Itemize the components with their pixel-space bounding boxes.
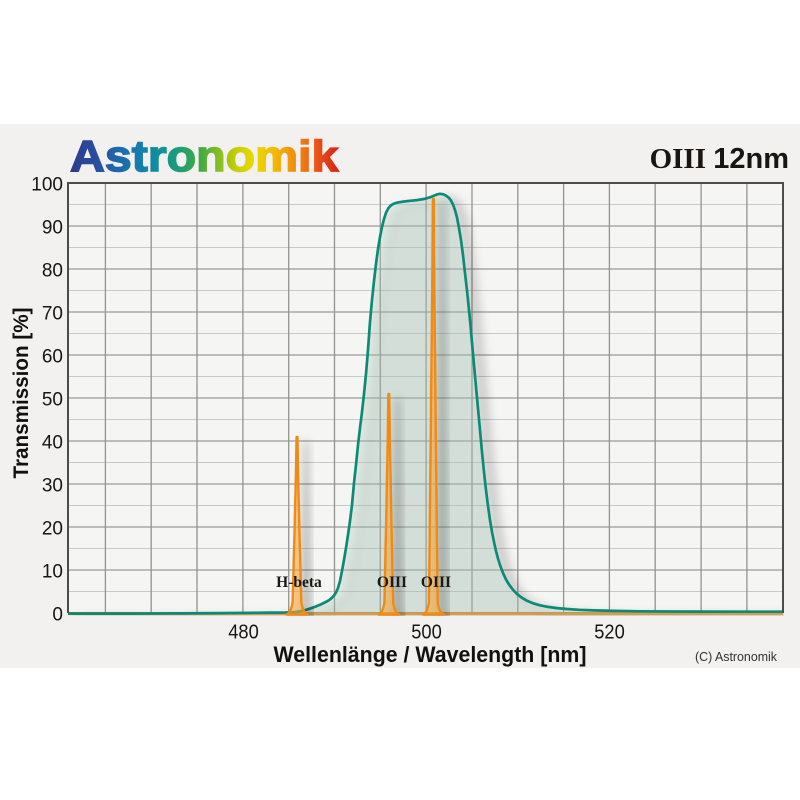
- svg-text:500: 500: [411, 621, 442, 644]
- svg-text:70: 70: [42, 304, 63, 325]
- svg-text:H-beta: H-beta: [276, 574, 322, 591]
- svg-text:100: 100: [31, 175, 63, 196]
- svg-text:Transmission [%]: Transmission [%]: [10, 308, 33, 479]
- svg-text:0: 0: [52, 605, 63, 626]
- svg-text:10: 10: [42, 562, 63, 583]
- svg-text:(C) Astronomik: (C) Astronomik: [695, 650, 778, 664]
- svg-text:480: 480: [228, 621, 259, 644]
- svg-text:Wellenlänge / Wavelength [nm]: Wellenlänge / Wavelength [nm]: [274, 642, 587, 667]
- svg-text:80: 80: [42, 261, 63, 282]
- svg-text:20: 20: [42, 519, 63, 540]
- svg-text:90: 90: [42, 218, 63, 239]
- svg-text:Astronomik: Astronomik: [70, 131, 339, 181]
- svg-text:OIII: OIII: [421, 574, 451, 591]
- svg-text:60: 60: [42, 347, 63, 368]
- svg-text:40: 40: [42, 433, 63, 454]
- svg-text:OIII 12nm: OIII 12nm: [650, 143, 789, 175]
- svg-text:30: 30: [42, 476, 63, 497]
- svg-text:OIII: OIII: [377, 574, 407, 591]
- svg-text:520: 520: [594, 621, 625, 644]
- svg-text:50: 50: [42, 390, 63, 411]
